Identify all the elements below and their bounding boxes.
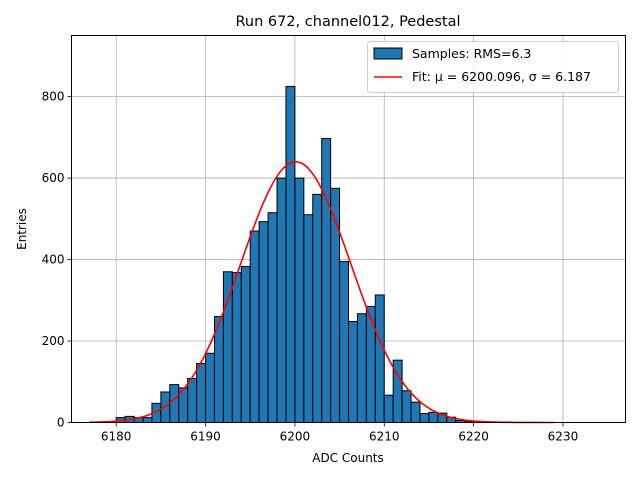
y-tick-label: 400 — [42, 253, 65, 267]
y-axis-label: Entries — [15, 208, 29, 250]
histogram-bar — [285, 85, 296, 423]
legend-swatch-samples — [373, 47, 403, 60]
y-tick-label: 600 — [42, 171, 65, 185]
histogram-bar — [321, 138, 332, 423]
histogram-bar — [356, 313, 367, 424]
histogram-bar — [258, 221, 269, 423]
histogram-bar — [249, 230, 260, 423]
histogram-bar — [222, 271, 233, 423]
histogram-bar — [187, 378, 198, 423]
legend-label-fit: Fit: μ = 6200.096, σ = 6.187 — [412, 69, 591, 84]
histogram-bar — [231, 272, 242, 423]
y-tick-label: 0 — [57, 416, 65, 430]
histogram-bar — [428, 411, 439, 424]
histogram-bar — [339, 261, 349, 423]
histogram-bars — [115, 85, 475, 424]
x-tick-label: 6200 — [280, 430, 311, 444]
legend-label-samples: Samples: RMS=6.3 — [412, 46, 531, 61]
y-tick-label: 200 — [42, 334, 65, 348]
histogram-bar — [294, 177, 305, 423]
y-tick-label: 800 — [42, 90, 65, 104]
histogram-bar — [419, 413, 430, 424]
legend-box — [367, 41, 619, 93]
gaussian-fit-curve — [89, 160, 555, 424]
histogram-bar — [240, 265, 251, 424]
x-tick-label: 6220 — [458, 430, 489, 444]
x-tick-label: 6210 — [369, 430, 400, 444]
histogram-bar — [312, 193, 323, 423]
histogram-bar — [365, 305, 376, 423]
histogram-bar — [303, 214, 314, 423]
x-axis-label: ADC Counts — [312, 451, 384, 465]
histogram-bar — [169, 384, 180, 424]
histogram-bar — [142, 417, 153, 423]
plot-frame — [71, 35, 626, 423]
x-axis-ticks: 6180 6190 6200 6210 6220 6230 — [101, 422, 579, 444]
histogram-bar — [276, 177, 287, 423]
legend: Samples: RMS=6.3 Fit: μ = 6200.096, σ = … — [367, 41, 619, 93]
histogram-bar — [401, 390, 412, 423]
histogram-bar — [205, 352, 215, 424]
x-tick-label: 6190 — [190, 430, 221, 444]
x-tick-label: 6230 — [548, 430, 579, 444]
histogram-bar — [374, 294, 385, 423]
chart-title: Run 672, channel012, Pedestal — [235, 14, 460, 30]
histogram-bar — [383, 394, 394, 424]
histogram-bar — [267, 212, 278, 423]
x-tick-label: 6180 — [101, 430, 132, 444]
y-axis-ticks: 0 200 400 600 800 — [42, 90, 72, 430]
histogram-bar — [196, 362, 207, 423]
histogram-bar — [330, 187, 341, 423]
histogram-bar — [348, 320, 358, 423]
histogram-bar — [410, 401, 421, 424]
